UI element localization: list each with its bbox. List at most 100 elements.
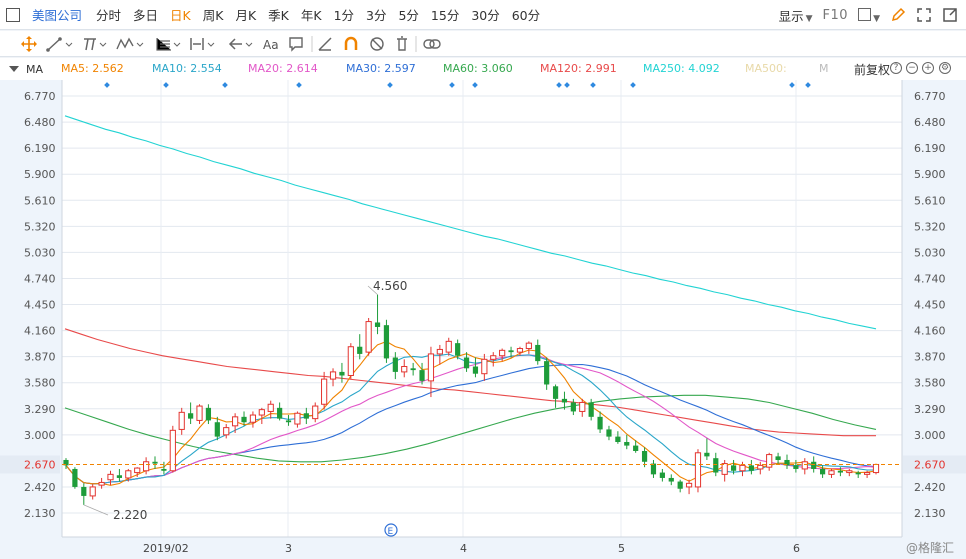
event-marker-icon[interactable]: [630, 82, 636, 88]
candle-body-down: [615, 436, 621, 443]
stock-name-tab[interactable]: 美图公司: [32, 8, 83, 23]
candle-body-up: [365, 321, 372, 353]
candle-body-down: [188, 413, 194, 419]
low-annotation-line: [83, 504, 109, 516]
candle-body-down: [784, 459, 790, 466]
chevron-down-icon: ▼: [805, 13, 813, 24]
candle-body-down: [383, 325, 390, 359]
kline-chart[interactable]: 6.770 6.770 6.480 6.480 6.190 6.190 5.900 5.900…: [0, 80, 966, 559]
delete-icon[interactable]: [397, 36, 407, 51]
period-tab-multiday[interactable]: 多日: [133, 8, 159, 23]
fib-icon[interactable]: [156, 38, 181, 51]
candle-body-up: [258, 409, 265, 416]
candle-body-down: [508, 350, 514, 353]
text-tool-button[interactable]: Aa: [263, 38, 279, 52]
period-tab-60min[interactable]: 60分: [511, 8, 541, 23]
candle-body-up: [178, 411, 185, 430]
period-tab-3min[interactable]: 3分: [366, 8, 387, 23]
candle-body-down: [535, 344, 541, 362]
event-marker-icon[interactable]: [789, 82, 795, 88]
candle-body-down: [677, 481, 683, 489]
move-icon[interactable]: [21, 36, 37, 52]
current-price-tag-right: [903, 455, 966, 474]
candle-body-down: [463, 357, 470, 369]
range-icon[interactable]: [190, 38, 215, 50]
event-marker-icon[interactable]: [590, 82, 596, 88]
y-tick-left: 3.290: [24, 403, 56, 416]
right-tools: 显示 ▼ F10 ▼: [779, 0, 958, 30]
event-marker-icon[interactable]: [805, 82, 811, 88]
period-tab-intraday[interactable]: 分时: [96, 8, 122, 23]
candle-body-up: [694, 452, 702, 488]
display-label: 显示: [778, 8, 804, 24]
hide-icon[interactable]: [370, 37, 384, 51]
candle-body-down: [152, 461, 158, 464]
ma20-value: MA20: 2.614: [248, 62, 318, 75]
candle-body-up: [872, 463, 880, 474]
candle-body-down: [285, 420, 292, 423]
panel-toggle-icon[interactable]: [6, 7, 20, 22]
kline-svg[interactable]: 6.770 6.770 6.480 6.480 6.190 6.190 5.900 5.900…: [0, 80, 966, 559]
pencil-icon[interactable]: [890, 7, 906, 23]
candle-body-down: [339, 371, 345, 376]
ma250-value: MA250: 4.092: [643, 62, 720, 75]
candle-body-up: [89, 486, 96, 497]
x-tick-label: 5: [618, 542, 625, 555]
add-icon[interactable]: +: [922, 62, 934, 74]
period-tab-1min[interactable]: 1分: [333, 8, 355, 23]
arrow-icon[interactable]: [228, 38, 253, 50]
y-tick-right: 4.450: [914, 299, 946, 312]
help-icon[interactable]: ?: [890, 62, 902, 74]
comment-icon[interactable]: [289, 37, 303, 52]
candle-body-up: [321, 378, 328, 405]
candle-body-up: [846, 470, 853, 474]
period-tab-monthly[interactable]: 月K: [235, 8, 257, 23]
drawing-toolbar: Aa: [0, 31, 966, 57]
ruler-icon[interactable]: [318, 37, 332, 51]
period-tab-5min[interactable]: 5分: [398, 8, 419, 23]
event-e-label: E: [388, 527, 394, 537]
candle-body-down: [392, 357, 398, 372]
y-tick-right: 2.130: [914, 507, 946, 520]
current-price-tag-left: [0, 455, 60, 474]
period-tab-30min[interactable]: 30分: [471, 8, 500, 23]
candle-body-down: [561, 398, 568, 403]
layout-menu[interactable]: ▼: [858, 6, 880, 25]
candle-body-up: [481, 358, 488, 375]
y-tick-left: 6.770: [24, 90, 56, 103]
period-tab-daily[interactable]: 日K: [170, 8, 191, 23]
event-e-icon[interactable]: [384, 523, 398, 537]
magnet-icon[interactable]: [344, 36, 358, 50]
y-tick-right: 6.480: [914, 116, 946, 129]
line-icon[interactable]: [46, 37, 73, 52]
minimize-icon[interactable]: −: [906, 62, 918, 74]
display-menu[interactable]: 显示 ▼: [779, 6, 813, 25]
fullscreen-icon[interactable]: [916, 7, 932, 23]
channel-icon[interactable]: [84, 38, 107, 51]
period-tab-15min[interactable]: 15分: [430, 8, 460, 23]
y-tick-right: 5.320: [914, 220, 946, 233]
link-icon[interactable]: [423, 39, 441, 49]
f10-button[interactable]: F10: [822, 7, 849, 23]
collapse-triangle-icon[interactable]: [9, 64, 19, 74]
watermark-label: @格隆汇: [906, 540, 954, 555]
ma-line-ma20: [65, 354, 877, 485]
candle-body-up: [579, 401, 586, 412]
settings-gear-icon[interactable]: ⚙: [939, 62, 951, 74]
y-tick-left: 5.320: [24, 220, 56, 233]
x-tick-label: 2019/02: [143, 542, 189, 555]
period-tab-yearly[interactable]: 年K: [300, 8, 322, 23]
wave-icon[interactable]: [116, 37, 144, 50]
ma60-value: MA60: 3.060: [443, 62, 513, 75]
period-tab-quarterly[interactable]: 季K: [268, 8, 289, 23]
adjust-mode-button[interactable]: 前复权: [853, 63, 890, 77]
popout-icon[interactable]: [942, 7, 958, 23]
period-tab-weekly[interactable]: 周K: [202, 8, 224, 23]
candle-body-up: [107, 473, 114, 481]
candle-body-down: [214, 422, 220, 437]
y-tick-right: 3.870: [914, 351, 946, 364]
event-marker-icon[interactable]: [556, 82, 562, 88]
event-marker-icon[interactable]: [564, 82, 570, 88]
ma-more-value: M: [819, 62, 829, 75]
high-price-label: 4.560: [373, 279, 407, 293]
